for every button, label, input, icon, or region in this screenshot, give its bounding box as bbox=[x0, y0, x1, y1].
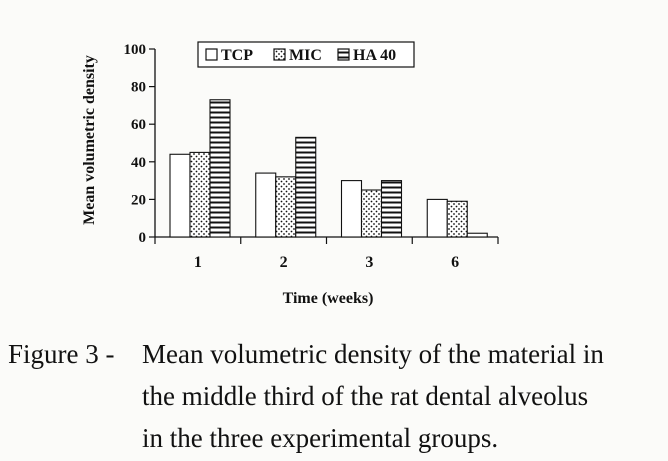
legend-label-tcp: TCP bbox=[221, 47, 253, 64]
bar-ha-40-week-3 bbox=[380, 180, 403, 238]
bar-ha-40-week-1 bbox=[209, 99, 231, 238]
x-tick-label: 1 bbox=[194, 254, 202, 271]
figure-caption: Figure 3 - Mean volumetric density of th… bbox=[8, 333, 604, 459]
x-axis-label: Time (weeks) bbox=[283, 290, 374, 307]
bar-mic-week-1 bbox=[189, 151, 211, 238]
bar-tcp-week-3 bbox=[340, 180, 363, 238]
legend-swatch-mic bbox=[273, 48, 286, 61]
x-tick-label: 2 bbox=[280, 254, 288, 271]
bar-mic-week-6 bbox=[446, 200, 468, 238]
y-tick-label: 40 bbox=[131, 155, 146, 171]
bar-mic-week-2 bbox=[275, 176, 297, 238]
bar-chart: 0 20 40 60 80 100 1 2 3 6 TCP MIC HA 40 Mean volume… bbox=[81, 41, 499, 307]
bar-ha-40-week-2 bbox=[295, 136, 317, 238]
legend-swatch-tcp bbox=[205, 48, 218, 61]
y-tick-label: 20 bbox=[131, 192, 146, 208]
bar-tcp-week-2 bbox=[255, 172, 277, 238]
bar-tcp-week-6 bbox=[426, 198, 448, 238]
x-tick-label: 3 bbox=[365, 254, 373, 271]
y-tick-label: 0 bbox=[139, 230, 147, 246]
legend-swatch-ha-40 bbox=[337, 48, 350, 61]
y-tick-label: 60 bbox=[131, 117, 146, 133]
caption-label: Figure 3 - bbox=[8, 339, 115, 369]
caption-line-1: Mean volumetric density of the material … bbox=[142, 339, 604, 369]
legend-box bbox=[197, 41, 415, 68]
y-tick-label: 80 bbox=[131, 80, 146, 96]
y-axis-label: Mean volumetric density bbox=[81, 55, 98, 225]
bar-tcp-week-1 bbox=[169, 153, 191, 238]
caption-line-3: in the three experimental groups. bbox=[142, 423, 499, 453]
bar-ha-40-week-6 bbox=[466, 232, 488, 238]
legend-label-mic: MIC bbox=[289, 47, 322, 64]
bar-mic-week-3 bbox=[360, 189, 383, 238]
x-tick-label: 6 bbox=[451, 254, 459, 271]
y-tick-label: 100 bbox=[124, 42, 147, 58]
legend-label-ha-40: HA 40 bbox=[353, 47, 396, 64]
chart-legend: TCP MIC HA 40 bbox=[197, 41, 415, 68]
caption-line-2: the middle third of the rat dental alveo… bbox=[142, 381, 589, 411]
